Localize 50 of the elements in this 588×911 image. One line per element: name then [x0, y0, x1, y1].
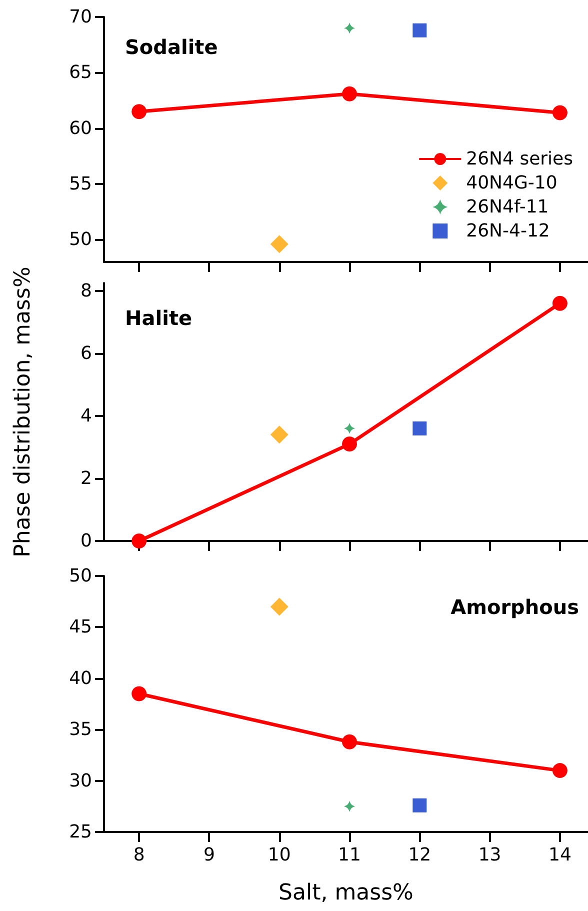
y-tick-label: 65 [69, 62, 92, 84]
y-tick-label: 6 [80, 342, 92, 364]
point [344, 22, 356, 34]
point [270, 598, 288, 616]
point [552, 105, 568, 120]
text: Amorphous [450, 595, 579, 619]
x-tick-label: 11 [338, 844, 361, 866]
y-tick-label: 0 [80, 530, 92, 552]
point [132, 534, 147, 548]
point [344, 800, 356, 812]
y-tick-label: 4 [80, 405, 92, 426]
text: Sodalite [125, 35, 218, 59]
y-tick-label: 2 [80, 468, 92, 489]
x-tick-label: 8 [133, 844, 145, 866]
point [344, 422, 356, 434]
point [270, 235, 288, 254]
text: Halite [125, 306, 192, 330]
y-tick-label: 8 [80, 280, 92, 302]
y-tick-label: 40 [69, 668, 92, 689]
y-tick-label: 50 [69, 566, 92, 586]
point [412, 23, 427, 38]
legend-label: 26N4 series [466, 148, 574, 170]
y-tick-label: 45 [69, 616, 92, 638]
point [412, 798, 427, 812]
y-tick-label: 25 [69, 822, 92, 842]
legend-label: 26N-4-12 [466, 220, 550, 242]
point [552, 296, 568, 311]
x-tick-label: 9 [203, 844, 215, 866]
y-tick-label: 35 [69, 719, 92, 740]
y-tick-label: 50 [69, 229, 92, 250]
point [132, 686, 147, 702]
x-tick-label: 13 [478, 844, 502, 866]
legend-label: 26N4f-11 [466, 196, 549, 218]
x-tick-label: 10 [268, 844, 291, 866]
y-tick-label: 70 [69, 6, 92, 28]
x-axis-title: Salt, mass% [278, 880, 414, 906]
point [132, 104, 147, 120]
point [412, 421, 427, 436]
x-tick-label: 14 [548, 844, 572, 866]
y-axis-title: Phase distribution, mass% [10, 266, 36, 558]
x-tick-label: 12 [408, 844, 432, 866]
point [270, 426, 288, 444]
point [342, 436, 358, 452]
legend-label: 40N4G-10 [466, 172, 558, 194]
point [342, 734, 358, 750]
y-tick-label: 30 [69, 770, 92, 792]
y-tick-label: 55 [69, 174, 92, 195]
point [342, 86, 358, 102]
point [552, 763, 568, 778]
y-tick-label: 60 [69, 118, 92, 139]
